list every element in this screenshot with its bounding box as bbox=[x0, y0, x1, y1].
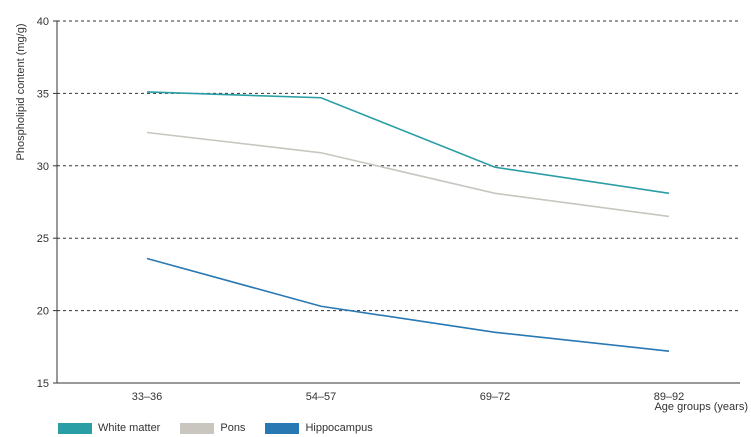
x-tick-label: 54–57 bbox=[306, 391, 337, 403]
x-axis-label: Age groups (years) bbox=[654, 401, 748, 413]
legend-item-white-matter: White matter bbox=[58, 422, 160, 434]
legend-label-hippocampus: Hippocampus bbox=[305, 422, 373, 434]
legend-swatch-white-matter bbox=[58, 422, 92, 434]
legend-item-hippocampus: Hippocampus bbox=[265, 422, 373, 434]
legend-label-white-matter: White matter bbox=[98, 422, 161, 434]
x-tick-label: 33–36 bbox=[132, 391, 163, 403]
grid-lines bbox=[57, 20, 740, 312]
y-axis-label: Phospholipid content (mg/g) bbox=[15, 24, 27, 161]
series-line-hippocampus bbox=[146, 257, 670, 352]
y-tick-label: 35 bbox=[37, 88, 49, 100]
x-axis-ticks: 33–36 54–57 69–72 89–92 bbox=[132, 391, 685, 403]
y-tick-label: 25 bbox=[37, 233, 49, 245]
series-lines bbox=[146, 91, 670, 352]
legend-swatch-hippocampus bbox=[265, 422, 300, 434]
legend-label-pons: Pons bbox=[220, 422, 246, 434]
legend: White matter Pons Hippocampus bbox=[58, 422, 393, 434]
series-line-pons bbox=[146, 131, 670, 218]
y-axis-ticks: 15 20 25 30 35 40 bbox=[37, 16, 57, 390]
x-tick-label: 89–92 bbox=[654, 391, 685, 403]
x-tick-label: 69–72 bbox=[480, 391, 511, 403]
series-line-white-matter bbox=[146, 91, 670, 195]
y-tick-label: 30 bbox=[37, 161, 49, 173]
legend-swatch-pons bbox=[180, 422, 215, 434]
legend-item-pons: Pons bbox=[180, 422, 245, 434]
y-tick-label: 15 bbox=[37, 378, 49, 390]
y-tick-label: 20 bbox=[37, 306, 49, 318]
y-tick-label: 40 bbox=[37, 16, 49, 28]
